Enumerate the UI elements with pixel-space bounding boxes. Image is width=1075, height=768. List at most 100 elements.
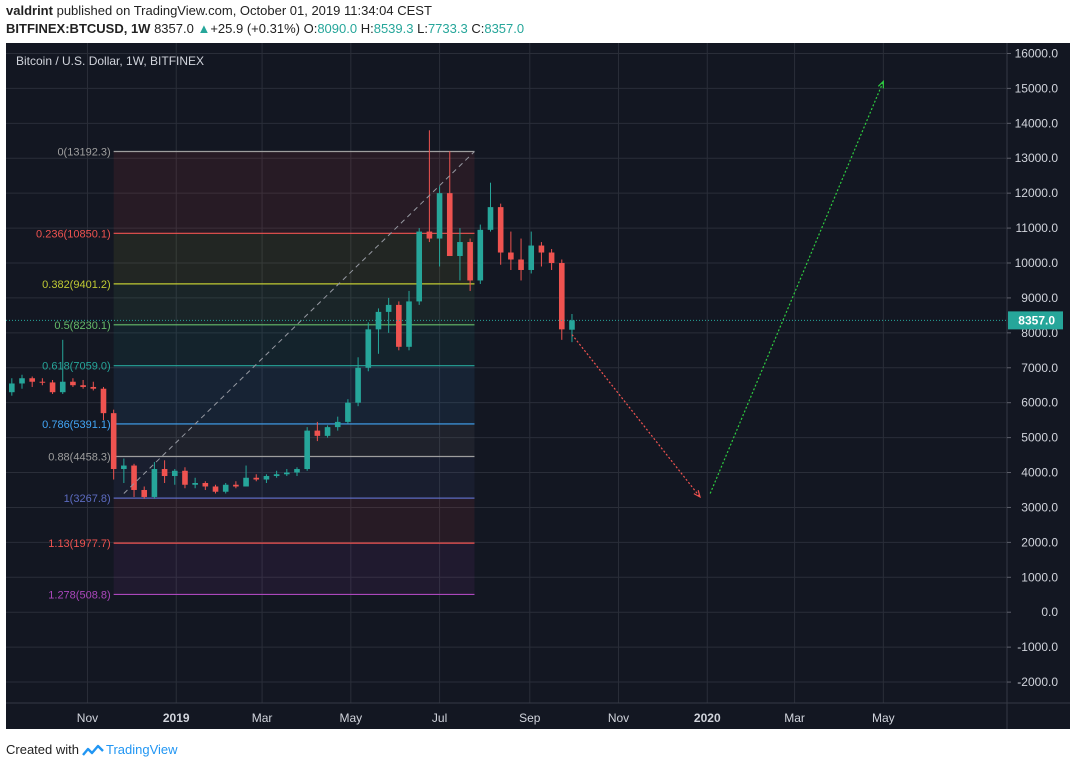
candle-body <box>518 259 524 270</box>
projection-arrow-down <box>571 334 701 498</box>
candle-body <box>294 469 300 473</box>
price-change: +25.9 (+0.31%) <box>210 21 300 36</box>
candle-body <box>9 383 15 393</box>
candle-body <box>29 378 35 382</box>
drawings[interactable] <box>6 79 1007 499</box>
author-name[interactable]: valdrint <box>6 3 53 18</box>
candle-body <box>528 245 535 270</box>
fib-level-label: 0.5(8230.1) <box>54 320 110 332</box>
candle-body <box>110 413 117 470</box>
fib-level-label: 0.618(7059.0) <box>42 361 111 373</box>
price-tick-label: -2000.0 <box>1017 675 1058 689</box>
time-tick-label: Nov <box>608 711 629 725</box>
fib-level-label: 1(3267.8) <box>64 493 111 505</box>
candle-body <box>487 207 494 230</box>
low-value: 7733.3 <box>427 21 468 36</box>
candle-body <box>436 193 443 239</box>
low-label: L: <box>417 21 428 36</box>
candle-body <box>558 263 565 330</box>
candle-body <box>284 472 290 475</box>
candle-body <box>355 367 361 403</box>
candle-body <box>151 469 158 497</box>
fib-level-label: 1.13(1977.7) <box>48 538 110 550</box>
price-tick-label: 16000.0 <box>1015 46 1059 60</box>
fib-zone <box>113 498 475 544</box>
price-tick-label: 15000.0 <box>1015 81 1059 95</box>
time-tick-label: Jul <box>432 711 447 725</box>
price-tick-label: 9000.0 <box>1021 291 1058 305</box>
candle-body <box>304 430 310 470</box>
time-axis[interactable] <box>6 703 1070 729</box>
price-tick-label: 5000.0 <box>1021 431 1058 445</box>
candle-body <box>222 484 229 492</box>
created-with-text: Created with <box>6 742 79 757</box>
projection-arrow-up <box>709 81 884 494</box>
candle-body <box>457 242 463 257</box>
open-value: 8090.0 <box>317 21 358 36</box>
candle-body <box>70 381 76 386</box>
candle-body <box>39 381 46 383</box>
candle-body <box>569 320 575 330</box>
open-label: O: <box>303 21 318 36</box>
candle-body <box>548 252 555 263</box>
candle-body <box>324 427 331 436</box>
time-tick-label: Mar <box>784 711 805 725</box>
price-tick-label: 0.0 <box>1041 605 1058 619</box>
candle-body <box>365 329 372 368</box>
chart-background <box>6 43 1070 703</box>
candle-body <box>263 476 270 480</box>
time-tick-label: Mar <box>252 711 273 725</box>
candle-body <box>80 385 86 387</box>
grid <box>6 43 1007 703</box>
last-price-badge <box>1008 311 1063 330</box>
arrowhead-icon <box>877 79 884 89</box>
candle-body <box>446 193 453 257</box>
fib-zone <box>113 543 475 595</box>
time-tick-label: 2020 <box>694 711 721 725</box>
tradingview-brand-link[interactable]: TradingView <box>105 742 178 757</box>
candle-body <box>49 382 56 393</box>
time-tick-label: Nov <box>77 711 98 725</box>
candle-body <box>233 484 239 487</box>
price-tick-label: 7000.0 <box>1021 361 1058 375</box>
high-label: H: <box>360 21 374 36</box>
fib-zone <box>113 151 475 234</box>
candle-body <box>212 486 219 492</box>
time-tick-label: May <box>872 711 895 725</box>
candle-body <box>202 483 209 487</box>
candle-body <box>171 470 178 477</box>
fib-level-label: 1.278(508.8) <box>48 589 110 601</box>
last-price: 8357.0 <box>154 21 194 36</box>
candle-body <box>508 252 514 260</box>
candle-body <box>90 386 97 389</box>
price-tick-label: 12000.0 <box>1015 186 1059 200</box>
candle-body <box>253 477 260 480</box>
price-tick-label: 13000.0 <box>1015 151 1059 165</box>
time-tick-label: Sep <box>519 711 541 725</box>
candlesticks <box>9 130 575 499</box>
price-tick-label: 1000.0 <box>1021 570 1058 584</box>
fib-level-label: 0.88(4458.3) <box>48 452 110 464</box>
candle-body <box>273 474 280 477</box>
candle-body <box>334 421 341 428</box>
candle-body <box>467 242 473 281</box>
price-tick-label: 10000.0 <box>1015 256 1059 270</box>
axes: 16000.0 15000.0 14000.0 13000.0 12000.0 11000… <box>77 46 1063 725</box>
price-tick-label: 4000.0 <box>1021 466 1058 480</box>
fib-zone <box>113 233 475 284</box>
arrowhead-icon <box>693 490 701 499</box>
candle-body <box>538 245 545 253</box>
candle-body <box>182 470 188 485</box>
price-tick-label: 6000.0 <box>1021 396 1058 410</box>
candle-body <box>100 388 107 414</box>
candle-body <box>141 489 148 497</box>
fib-trend-line <box>123 151 475 494</box>
tradingview-logo-icon <box>82 744 104 756</box>
fibonacci-retracement[interactable]: 0(13192.3) 0.236(10850.1) 0.382(9401.2) 0.5… <box>36 147 475 602</box>
candle-body <box>314 430 321 436</box>
candle-body <box>243 477 249 487</box>
fib-zone <box>113 324 475 366</box>
candle-body <box>59 381 66 393</box>
candle-body <box>131 465 137 490</box>
